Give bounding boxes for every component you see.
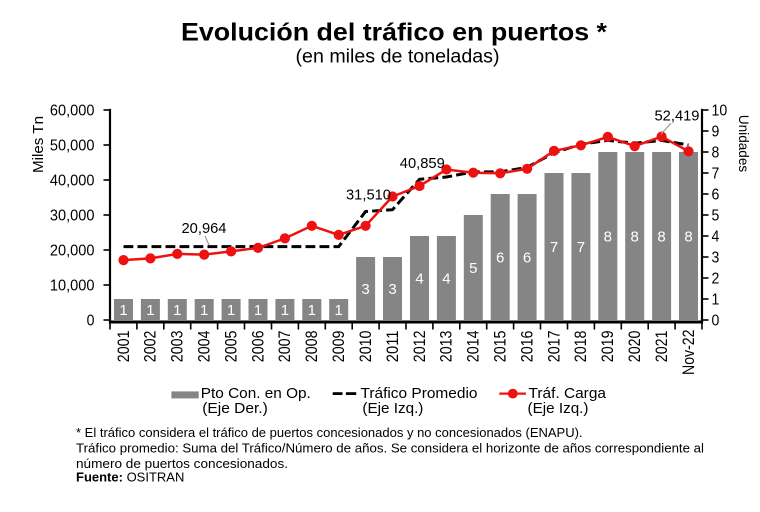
svg-text:8: 8 (657, 228, 665, 245)
svg-text:60,000: 60,000 (50, 102, 95, 119)
svg-text:2004: 2004 (195, 331, 213, 363)
svg-text:2017: 2017 (545, 331, 563, 363)
svg-text:0: 0 (712, 312, 720, 329)
svg-text:6: 6 (712, 186, 720, 203)
svg-text:* El tráfico considera el tráf: * El tráfico considera el tráfico de pue… (76, 425, 583, 440)
svg-text:3: 3 (712, 249, 720, 266)
svg-text:1: 1 (335, 302, 343, 319)
svg-text:1: 1 (200, 302, 208, 319)
svg-text:2016: 2016 (518, 331, 536, 363)
svg-text:8: 8 (712, 144, 720, 161)
svg-text:5: 5 (469, 260, 477, 277)
svg-text:2014: 2014 (465, 331, 483, 363)
svg-text:3: 3 (361, 281, 369, 298)
svg-text:6: 6 (496, 249, 504, 266)
svg-text:2: 2 (712, 270, 720, 287)
svg-text:Evolución del tráfico en puert: Evolución del tráfico en puertos * (181, 18, 607, 46)
svg-text:5: 5 (712, 207, 720, 224)
svg-text:Pto Con. en Op.: Pto Con. en Op. (201, 386, 311, 402)
svg-text:2001: 2001 (115, 331, 133, 363)
svg-text:Unidades: Unidades (736, 115, 752, 172)
svg-text:1: 1 (119, 302, 127, 319)
svg-text:0: 0 (87, 312, 95, 329)
svg-text:4: 4 (712, 228, 720, 245)
svg-text:8: 8 (631, 228, 639, 245)
svg-text:2006: 2006 (249, 331, 267, 363)
svg-text:Tráfico Promedio: Tráfico Promedio (361, 386, 478, 402)
svg-text:40,859: 40,859 (400, 155, 445, 172)
svg-text:1: 1 (173, 302, 181, 319)
svg-text:2019: 2019 (599, 331, 617, 363)
svg-text:7: 7 (550, 239, 558, 256)
svg-text:1: 1 (712, 291, 720, 308)
svg-text:2008: 2008 (303, 331, 321, 363)
svg-text:2003: 2003 (169, 331, 187, 363)
svg-text:2010: 2010 (357, 331, 375, 363)
svg-text:(Eje Izq.): (Eje Izq.) (362, 401, 423, 417)
svg-text:2002: 2002 (142, 331, 160, 363)
svg-text:2009: 2009 (330, 331, 348, 363)
svg-text:8: 8 (604, 228, 612, 245)
svg-text:2013: 2013 (438, 331, 456, 363)
svg-text:7: 7 (577, 239, 585, 256)
svg-text:2005: 2005 (222, 331, 240, 363)
svg-text:20,964: 20,964 (182, 220, 227, 237)
svg-text:2011: 2011 (384, 331, 402, 363)
svg-text:(Eje Der.): (Eje Der.) (202, 401, 268, 417)
svg-text:2007: 2007 (276, 331, 294, 363)
svg-text:2018: 2018 (572, 331, 590, 363)
svg-text:número de puertos concesionado: número de puertos concesionados. (76, 456, 288, 471)
svg-text:Tráfico promedio: Suma del Trá: Tráfico promedio: Suma del Tráfico/Númer… (76, 441, 704, 456)
svg-text:31,510: 31,510 (346, 187, 391, 204)
svg-text:3: 3 (388, 281, 396, 298)
svg-text:10: 10 (712, 102, 728, 119)
svg-text:Miles Tn: Miles Tn (30, 116, 47, 173)
svg-text:1: 1 (308, 302, 316, 319)
svg-text:2021: 2021 (653, 331, 671, 363)
svg-text:2015: 2015 (492, 331, 510, 363)
svg-text:7: 7 (712, 165, 720, 182)
svg-text:52,419: 52,419 (655, 108, 700, 125)
svg-text:4: 4 (442, 270, 450, 287)
svg-text:2020: 2020 (626, 331, 644, 363)
svg-text:50,000: 50,000 (50, 137, 95, 154)
svg-text:40,000: 40,000 (50, 172, 95, 189)
svg-text:1: 1 (146, 302, 154, 319)
svg-text:4: 4 (415, 270, 423, 287)
svg-text:9: 9 (712, 123, 720, 140)
svg-text:Nov-22: Nov-22 (680, 330, 698, 376)
svg-text:1: 1 (227, 302, 235, 319)
svg-text:2012: 2012 (411, 331, 429, 363)
svg-text:Tráf. Carga: Tráf. Carga (529, 386, 607, 402)
svg-text:10,000: 10,000 (50, 277, 95, 294)
svg-text:Fuente: OSITRAN: Fuente: OSITRAN (76, 470, 184, 485)
svg-text:8: 8 (684, 228, 692, 245)
svg-text:20,000: 20,000 (50, 242, 95, 259)
svg-text:(Eje Izq.): (Eje Izq.) (528, 401, 589, 417)
svg-text:1: 1 (254, 302, 262, 319)
svg-text:30,000: 30,000 (50, 207, 95, 224)
svg-text:(en miles de toneladas): (en miles de toneladas) (296, 47, 500, 68)
svg-text:1: 1 (281, 302, 289, 319)
svg-text:6: 6 (523, 249, 531, 266)
